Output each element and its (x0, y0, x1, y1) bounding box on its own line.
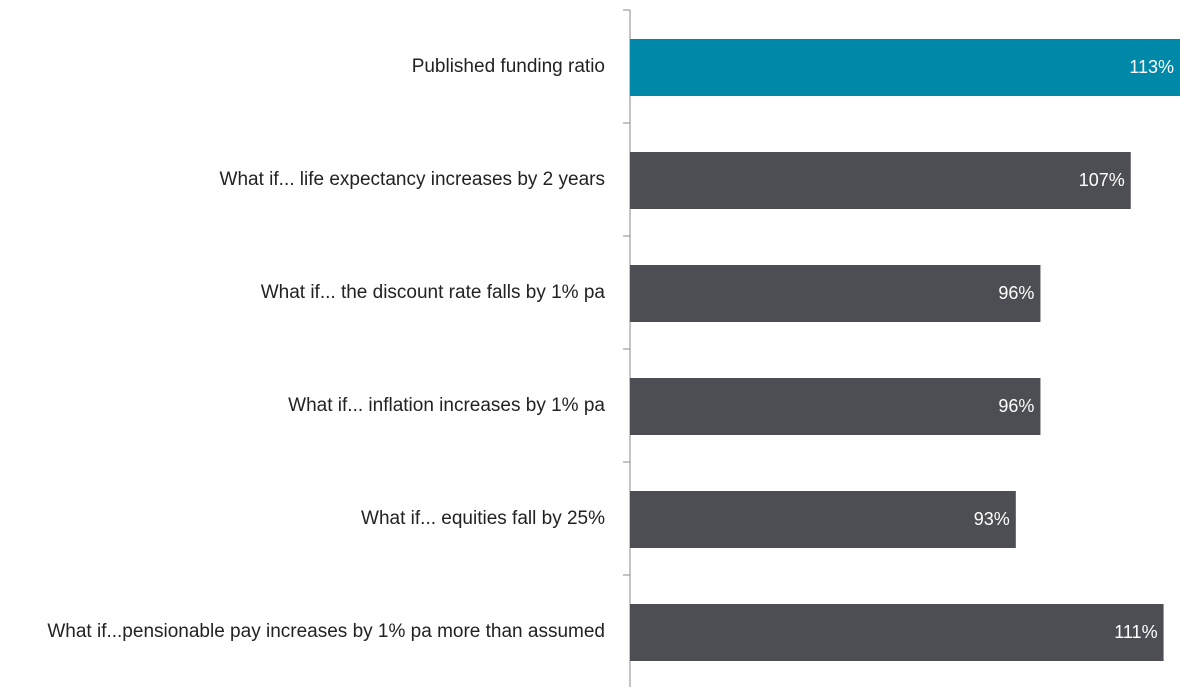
bar (630, 604, 1164, 661)
category-label: What if... equities fall by 25% (361, 507, 605, 529)
bar (630, 152, 1131, 209)
category-label-row: What if... equities fall by 25% (361, 462, 605, 575)
category-label: What if... the discount rate falls by 1%… (260, 281, 605, 303)
value-label: 96% (998, 283, 1034, 303)
category-label-row: What if... inflation increases by 1% pa (288, 349, 605, 462)
category-label: What if...pensionable pay increases by 1… (47, 620, 605, 642)
category-label-row: Published funding ratio (412, 10, 605, 123)
bar (630, 378, 1041, 435)
value-label: 93% (974, 509, 1010, 529)
category-label-row: What if...pensionable pay increases by 1… (47, 575, 605, 688)
category-label: What if... life expectancy increases by … (219, 168, 605, 190)
bar (630, 39, 1180, 96)
bar (630, 265, 1041, 322)
category-label: What if... inflation increases by 1% pa (288, 394, 605, 416)
value-label: 113% (1129, 57, 1174, 77)
value-label: 96% (998, 396, 1034, 416)
value-label: 111% (1114, 622, 1157, 642)
bar (630, 491, 1016, 548)
category-label: Published funding ratio (411, 55, 605, 77)
value-label: 107% (1079, 170, 1125, 190)
category-label-row: What if... life expectancy increases by … (220, 123, 605, 236)
category-label-row: What if... the discount rate falls by 1%… (261, 236, 605, 349)
